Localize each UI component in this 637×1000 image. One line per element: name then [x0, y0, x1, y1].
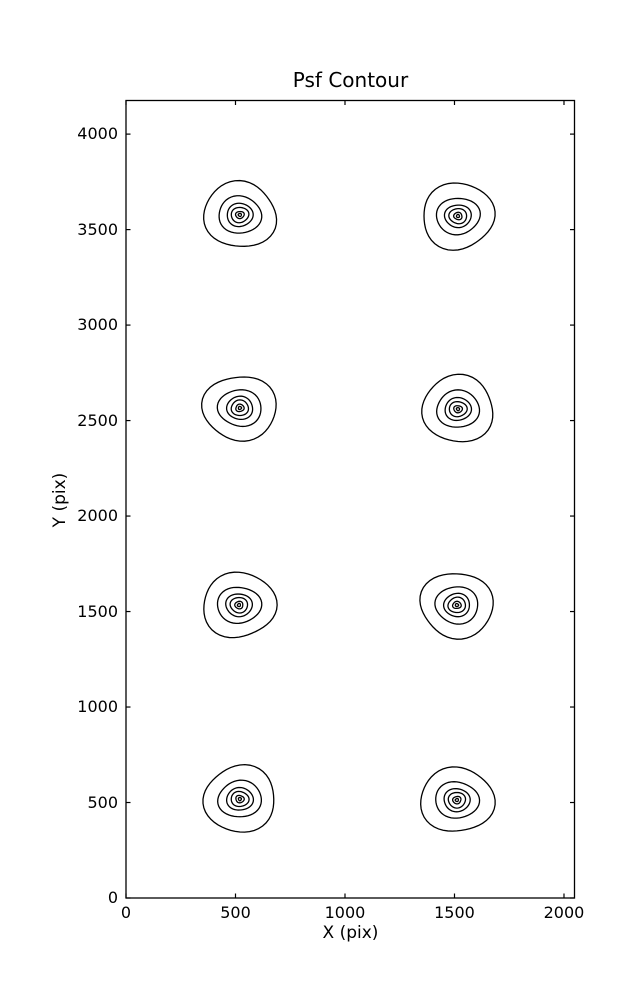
axes-frame: [125, 99, 576, 899]
contour-ring-level-3: [225, 786, 255, 811]
contour-ring-level-2: [436, 389, 481, 428]
contour-ring-level-2: [435, 197, 481, 236]
x-tick-label: 0: [120, 903, 132, 922]
contour-ring-level-5: [453, 405, 464, 414]
contour-ring-level-2: [216, 389, 262, 428]
contour-ring-level-5: [234, 210, 245, 220]
contour-ring-level-4: [448, 400, 468, 418]
psf-contour-blob: [420, 766, 496, 832]
y-axis-label: Y (pix): [50, 472, 70, 528]
contour-ring-level-5: [234, 600, 244, 610]
contour-ring-level-2: [218, 195, 263, 234]
contour-ring-level-1: [201, 376, 277, 442]
contour-ring-level-1: [202, 764, 275, 833]
contour-ring-level-6: [455, 213, 461, 219]
contour-ring-level-2: [434, 586, 479, 625]
psf-contour-blob: [421, 373, 494, 443]
y-tick-label: 3000: [77, 315, 118, 335]
y-tick-label: 4000: [77, 124, 118, 144]
contour-ring-level-4: [448, 207, 468, 225]
psf-contour-blob: [202, 764, 275, 833]
contour-ring-level-4: [447, 596, 467, 614]
contour-ring-level-3: [225, 395, 254, 421]
y-tick-label: 500: [87, 792, 118, 812]
contour-ring-level-6: [455, 407, 461, 412]
contour-ring-level-1: [203, 571, 278, 639]
y-tick-label: 0: [107, 888, 118, 907]
contour-ring-level-3: [443, 787, 471, 813]
contour-ring-level-3: [442, 592, 471, 618]
psf-contour-blob: [201, 376, 277, 442]
x-tick-label: 1000: [324, 903, 366, 922]
contour-ring-level-5: [452, 211, 463, 221]
contour-ring-level-6: [237, 405, 243, 411]
contour-ring-level-6: [454, 797, 460, 803]
x-axis-label: X (pix): [322, 923, 379, 943]
contour-ring-level-2: [216, 586, 263, 625]
contour-ring-level-5: [235, 794, 245, 804]
contour-ring-level-3: [444, 396, 473, 422]
contour-ring-level-4: [447, 791, 467, 809]
contour-ring-level-3: [225, 593, 254, 618]
contour-ring-level-3: [443, 204, 472, 229]
contour-ring-level-1: [421, 373, 494, 443]
contour-ring-level-5: [451, 795, 462, 805]
psf-contour-blob: [419, 573, 494, 640]
chart-title: Psf Contour: [292, 68, 409, 92]
psf-contour-blob: [203, 179, 278, 247]
x-tick-label: 500: [220, 903, 251, 922]
contour-ring-level-4: [229, 596, 249, 614]
y-tick-label: 1000: [77, 697, 118, 717]
x-tick-label: 2000: [543, 903, 585, 922]
contour-ring-level-5: [235, 403, 245, 413]
contour-ring-level-4: [230, 206, 250, 224]
x-tick-label: 1500: [434, 903, 475, 922]
contour-ring-level-4: [230, 399, 250, 417]
y-tick-label: 3500: [77, 219, 118, 239]
y-tick-label: 2000: [77, 506, 118, 526]
y-tick-label: 2500: [77, 410, 118, 430]
contour-ring-level-2: [217, 779, 263, 818]
psf-contour-blob: [423, 182, 496, 251]
contour-ring-level-6: [454, 602, 460, 608]
y-tick-label: 1500: [77, 601, 118, 621]
contour-ring-level-6: [236, 602, 242, 608]
contour-ring-level-2: [435, 781, 481, 819]
contour-ring-level-3: [226, 202, 254, 228]
contour-ring-level-1: [203, 179, 278, 247]
contour-ring-level-1: [419, 573, 494, 640]
contour-ring-level-1: [420, 766, 496, 832]
contour-ring-level-1: [423, 182, 496, 251]
contour-ring-level-4: [230, 790, 250, 808]
contour-ring-level-6: [237, 212, 243, 218]
psf-contour-blob: [203, 571, 278, 639]
contour-ring-level-6: [237, 796, 243, 802]
contour-ring-level-5: [451, 600, 462, 610]
